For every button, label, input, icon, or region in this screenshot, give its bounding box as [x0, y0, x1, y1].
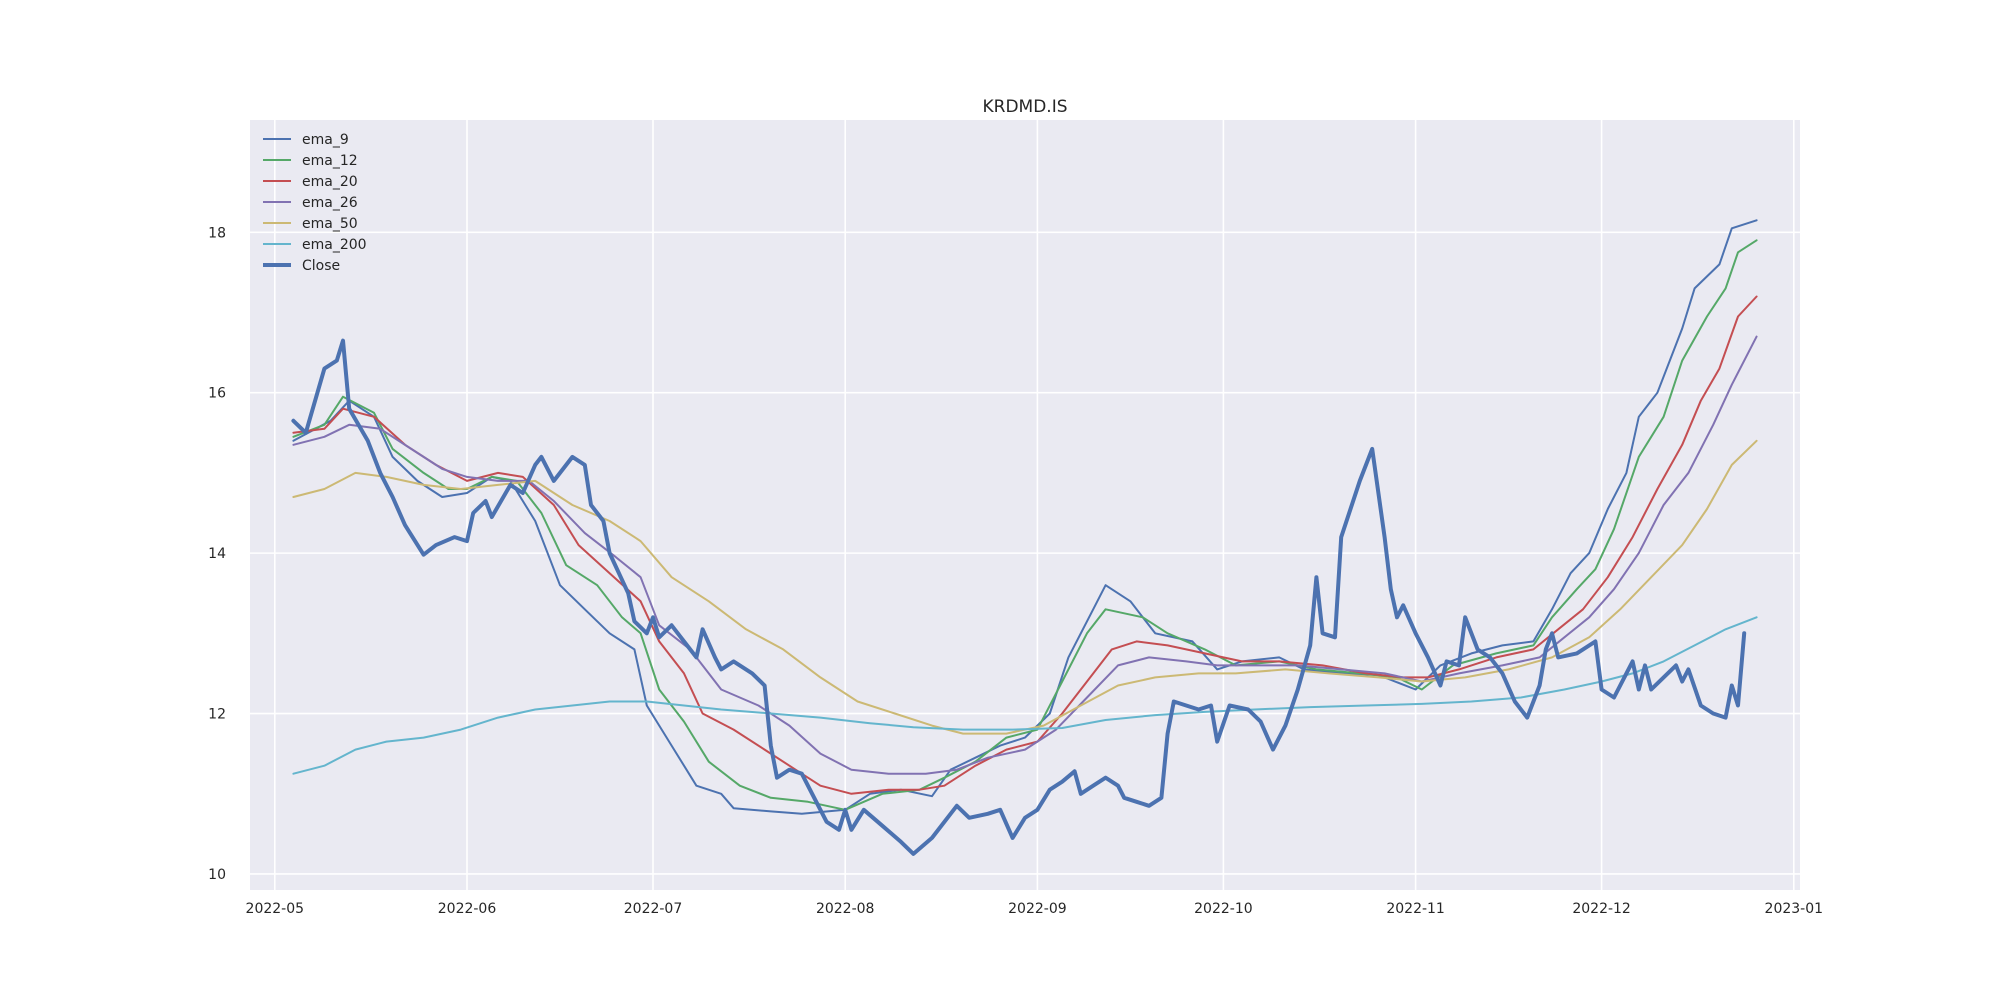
legend-label: ema_9 [302, 132, 349, 148]
x-tick-label: 2022-07 [624, 901, 683, 917]
series-line-ema-26 [292, 335, 1758, 775]
legend-label: ema_50 [302, 216, 358, 232]
series-line-ema-50 [292, 439, 1758, 735]
legend-item: ema_9 [263, 132, 349, 148]
legend-item: ema_200 [263, 237, 367, 253]
series-lines [291, 219, 1758, 856]
series-line-ema-9 [292, 219, 1758, 815]
y-tick-label: 14 [208, 546, 226, 562]
legend-label: ema_26 [302, 195, 358, 211]
series-line-ema-200 [292, 616, 1758, 775]
y-tick-label: 16 [208, 386, 226, 402]
chart-title: KRDMD.IS [982, 97, 1067, 117]
legend-item: ema_20 [263, 174, 358, 190]
x-tick-label: 2022-10 [1194, 901, 1253, 917]
legend-label: ema_20 [302, 174, 358, 190]
grid [250, 120, 1800, 890]
legend-item: ema_50 [263, 216, 358, 232]
plot-background [250, 120, 1800, 890]
y-tick-label: 10 [208, 867, 226, 883]
legend-label: ema_200 [302, 237, 367, 253]
x-tick-label: 2022-06 [438, 901, 497, 917]
legend-item: ema_26 [263, 195, 358, 211]
x-tick-label: 2023-01 [1765, 901, 1824, 917]
legend-label: ema_12 [302, 153, 358, 169]
x-tick-label: 2022-05 [246, 901, 305, 917]
series-line-ema-20 [292, 295, 1758, 795]
series-line-close [291, 338, 1747, 856]
x-tick-label: 2022-08 [816, 901, 875, 917]
legend: ema_9 ema_12 ema_20 ema_26 ema_50 ema_200 Clos… [263, 132, 367, 274]
y-axis-ticks: 10 12 14 16 18 [208, 225, 226, 883]
x-axis-ticks: 2022-05 2022-06 2022-07 2022-08 2022-09 2022-… [246, 901, 1824, 917]
legend-item: Close [263, 258, 340, 274]
x-tick-label: 2022-12 [1572, 901, 1631, 917]
y-tick-label: 18 [208, 225, 226, 241]
legend-item: ema_12 [263, 153, 358, 169]
legend-label: Close [302, 258, 340, 274]
x-tick-label: 2022-09 [1008, 901, 1067, 917]
x-tick-label: 2022-11 [1386, 901, 1445, 917]
y-tick-label: 12 [208, 707, 226, 723]
